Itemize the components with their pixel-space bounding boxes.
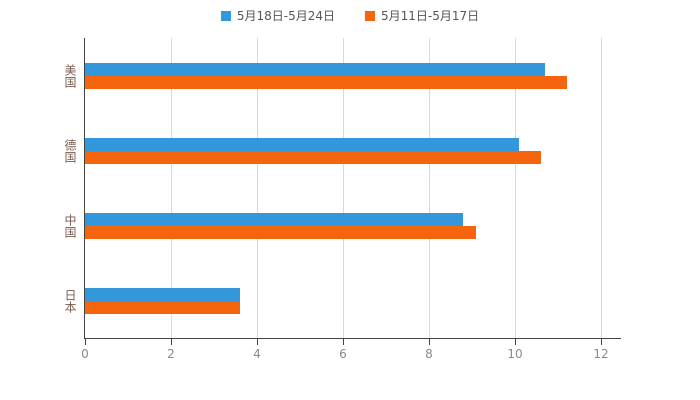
axis-tick [429,339,430,345]
gridline [601,38,602,338]
x-tick-label: 2 [167,347,175,361]
bar-orange [85,300,240,314]
category-label: 日本 [63,288,77,313]
bar-orange [85,225,477,239]
legend-label-may11-17: 5月11日-5月17日 [381,9,480,23]
axis-tick [601,339,602,345]
bar-blue [85,137,520,151]
chart-legend: 5月18日-5月24日 5月11日-5月17日 [0,7,700,24]
gridline [515,38,516,338]
gridline [171,38,172,338]
axis-tick [343,339,344,345]
bar-blue [85,212,464,226]
bar-blue [85,287,240,301]
gridline [257,38,258,338]
x-tick-label: 0 [81,347,89,361]
legend-item-may11-17[interactable]: 5月11日-5月17日 [365,7,479,24]
legend-label-may18-24: 5月18日-5月24日 [236,9,335,23]
x-tick-label: 10 [507,347,523,361]
category-label: 德国 [63,138,77,163]
bar-orange [85,150,541,164]
x-tick-label: 6 [339,347,347,361]
legend-swatch-blue [220,10,231,21]
x-tick-label: 12 [593,347,609,361]
plot-area: 0 2 4 6 8 10 12 美国德国中国日本 [63,38,621,361]
axis-tick [171,339,172,345]
axis-tick [515,339,516,345]
axis-tick [85,339,86,345]
bar-orange [85,75,567,89]
category-label: 美国 [63,63,77,88]
legend-item-may18-24[interactable]: 5月18日-5月24日 [220,7,335,24]
bar-blue [85,62,546,76]
legend-swatch-orange [365,10,375,21]
x-tick-label: 8 [425,347,433,361]
gridline [343,38,344,338]
gridline [429,38,430,338]
category-label: 中国 [63,213,77,238]
x-tick-label: 4 [253,347,261,361]
axis-tick [257,339,258,345]
